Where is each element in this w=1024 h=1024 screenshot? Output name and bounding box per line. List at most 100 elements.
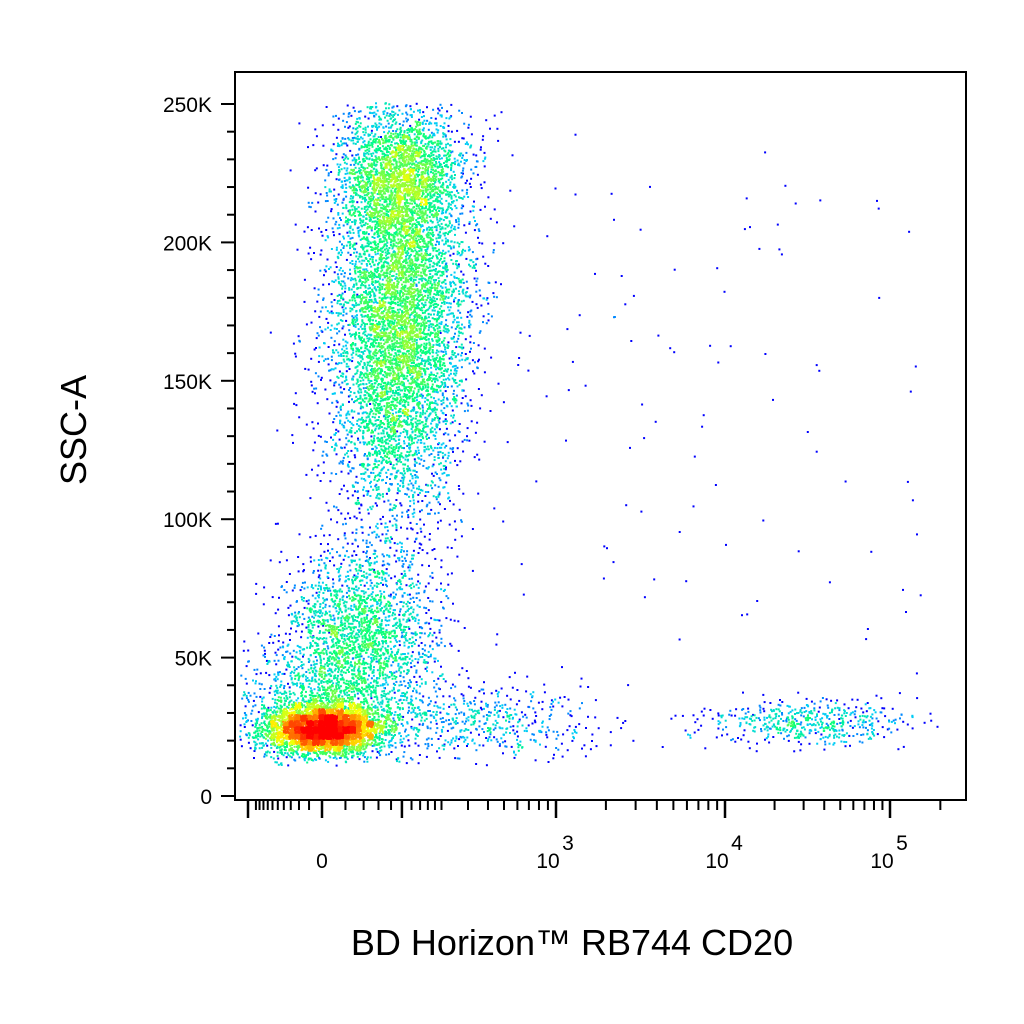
event-dot: [323, 359, 325, 362]
event-dot: [341, 269, 344, 272]
event-dot: [401, 124, 404, 127]
event-dot: [697, 728, 700, 731]
event-dot: [388, 520, 391, 523]
event-dot: [440, 641, 443, 644]
event-dot: [429, 727, 432, 730]
event-dot: [381, 533, 384, 536]
event-dot: [386, 112, 389, 115]
event-dot: [437, 277, 440, 280]
event-dot: [355, 316, 358, 319]
event-dot: [351, 542, 354, 545]
event-dot: [336, 594, 339, 597]
event-dot: [354, 539, 357, 542]
event-dot: [351, 578, 354, 581]
event-dot: [343, 190, 346, 193]
event-dot: [416, 435, 419, 438]
event-dot: [449, 312, 452, 315]
event-dot: [251, 709, 254, 712]
event-dot: [339, 408, 342, 411]
event-dot: [465, 717, 468, 720]
event-dot: [431, 220, 434, 223]
event-dot: [322, 471, 325, 474]
event-dot: [529, 693, 532, 696]
event-dot: [347, 241, 350, 244]
event-dot: [348, 185, 351, 188]
event-dot: [830, 699, 833, 702]
event-dot: [363, 454, 366, 457]
event-dot: [313, 663, 316, 666]
event-dot: [247, 719, 249, 722]
event-dot: [692, 714, 695, 717]
event-dot: [287, 682, 289, 685]
event-dot: [322, 597, 325, 600]
event-dot: [333, 201, 336, 204]
event-dot: [357, 587, 360, 590]
event-dot: [354, 219, 357, 222]
event-dot: [336, 323, 339, 326]
event-dot: [482, 160, 485, 163]
event-dot: [693, 731, 696, 734]
event-dot: [493, 706, 496, 709]
event-dot: [399, 432, 402, 435]
event-dot: [808, 732, 811, 735]
event-dot: [518, 720, 521, 723]
event-dot: [336, 163, 339, 166]
event-dot: [324, 440, 327, 443]
event-dot: [847, 707, 850, 710]
event-dot: [245, 682, 248, 685]
event-dot: [319, 587, 322, 590]
event-dot: [455, 737, 458, 740]
event-dot: [391, 409, 394, 412]
event-dot: [469, 313, 472, 316]
event-dot: [402, 653, 405, 655]
event-dot: [752, 729, 755, 732]
event-dot: [326, 235, 329, 238]
event-dot: [395, 130, 398, 133]
event-dot: [372, 301, 375, 304]
event-dot: [483, 181, 486, 184]
event-dot: [358, 117, 361, 119]
event-dot: [330, 472, 333, 475]
event-dot: [433, 185, 436, 188]
event-dot: [410, 698, 412, 701]
event-dot: [437, 485, 440, 488]
event-dot: [449, 743, 452, 746]
event-dot: [317, 375, 320, 378]
event-dot: [461, 720, 464, 723]
event-dot: [463, 326, 466, 329]
event-dot: [337, 322, 340, 325]
event-dot: [294, 683, 297, 686]
event-dot: [346, 542, 349, 545]
event-dot: [433, 548, 436, 550]
event-dot: [290, 670, 293, 673]
event-dot: [418, 488, 420, 491]
event-dot: [415, 734, 418, 737]
event-dot: [436, 619, 439, 622]
event-dot: [414, 434, 417, 436]
event-dot: [332, 605, 335, 608]
event-dot: [464, 338, 467, 341]
event-dot: [454, 757, 457, 760]
event-dot: [331, 280, 334, 283]
event-dot: [494, 281, 497, 284]
event-dot: [762, 724, 765, 727]
event-dot: [785, 719, 788, 722]
event-dot: [454, 233, 456, 236]
event-dot: [477, 492, 480, 495]
event-dot: [294, 620, 297, 623]
event-dot: [381, 645, 384, 648]
event-dot: [890, 731, 893, 734]
event-dot: [437, 236, 440, 239]
event-dot: [245, 697, 248, 700]
event-dot: [362, 486, 365, 489]
event-dot: [411, 636, 414, 639]
event-dot: [261, 713, 264, 716]
event-dot: [415, 592, 418, 595]
event-dot: [437, 494, 440, 497]
event-dot: [339, 420, 342, 423]
event-dot: [851, 726, 854, 729]
event-dot: [743, 729, 746, 732]
event-dot: [457, 330, 460, 333]
event-dot: [298, 649, 301, 652]
event-dot: [362, 550, 365, 553]
